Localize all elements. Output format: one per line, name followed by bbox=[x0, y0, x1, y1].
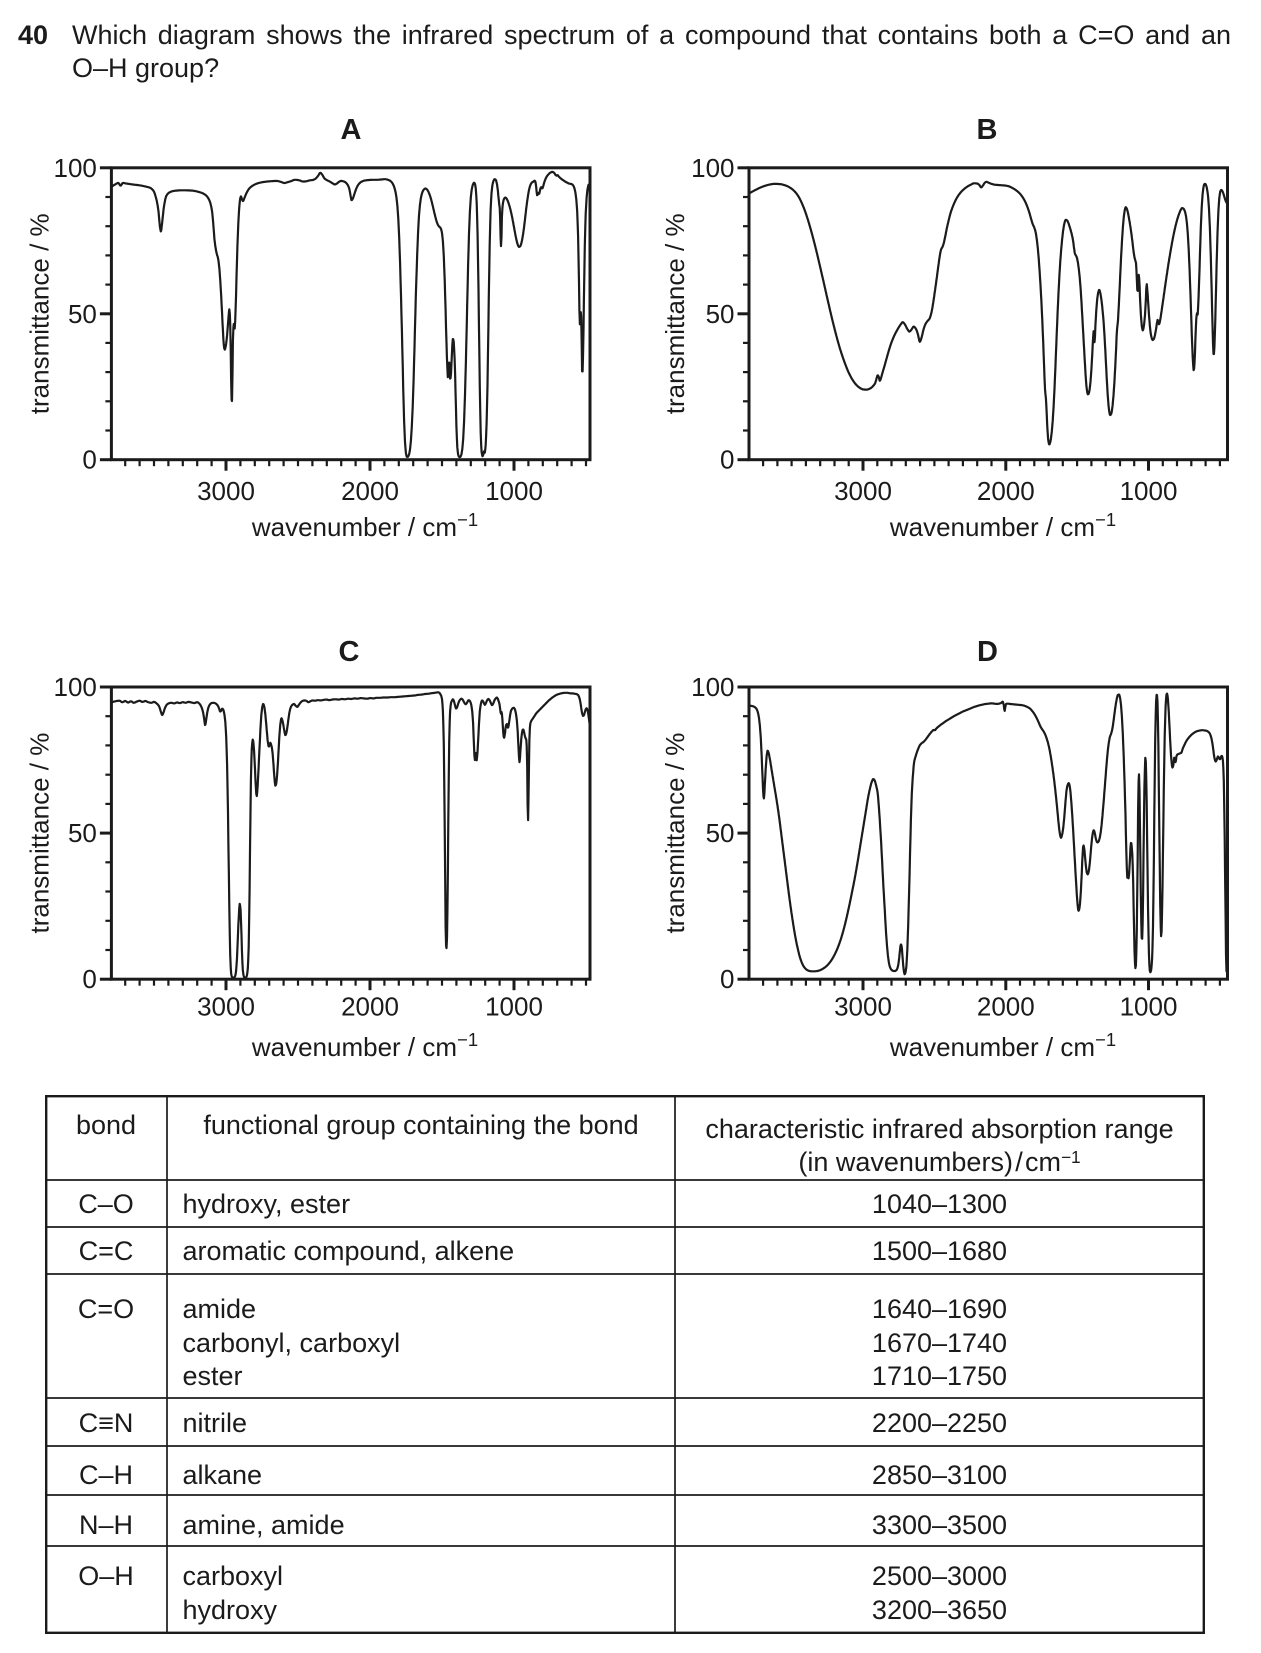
svg-text:0: 0 bbox=[720, 445, 734, 475]
svg-text:100: 100 bbox=[54, 153, 97, 183]
svg-text:A: A bbox=[341, 114, 362, 146]
svg-text:0: 0 bbox=[720, 964, 734, 994]
svg-text:wavenumber / cm−1: wavenumber / cm−1 bbox=[251, 1029, 478, 1062]
svg-text:100: 100 bbox=[691, 153, 734, 183]
svg-text:wavenumber / cm−1: wavenumber / cm−1 bbox=[251, 509, 478, 542]
svg-text:C: C bbox=[339, 636, 360, 668]
svg-text:1000: 1000 bbox=[485, 476, 543, 506]
svg-text:50: 50 bbox=[68, 299, 97, 329]
svg-text:2000: 2000 bbox=[341, 992, 399, 1022]
svg-text:transmittance / %: transmittance / % bbox=[660, 213, 690, 414]
svg-text:50: 50 bbox=[706, 299, 735, 329]
svg-text:1000: 1000 bbox=[1120, 992, 1178, 1022]
svg-text:3000: 3000 bbox=[197, 476, 255, 506]
svg-text:transmittance / %: transmittance / % bbox=[25, 213, 55, 414]
svg-text:3000: 3000 bbox=[834, 476, 892, 506]
svg-text:1000: 1000 bbox=[485, 992, 543, 1022]
svg-text:100: 100 bbox=[54, 672, 97, 702]
svg-text:wavenumber / cm−1: wavenumber / cm−1 bbox=[889, 1029, 1116, 1062]
svg-text:wavenumber / cm−1: wavenumber / cm−1 bbox=[889, 509, 1116, 542]
svg-text:B: B bbox=[977, 114, 998, 146]
svg-text:50: 50 bbox=[68, 818, 97, 848]
svg-text:100: 100 bbox=[691, 672, 734, 702]
svg-text:1000: 1000 bbox=[1120, 476, 1178, 506]
svg-text:transmittance / %: transmittance / % bbox=[660, 733, 690, 934]
svg-text:0: 0 bbox=[82, 964, 96, 994]
svg-text:2000: 2000 bbox=[977, 992, 1035, 1022]
svg-text:D: D bbox=[977, 636, 998, 668]
svg-text:3000: 3000 bbox=[834, 992, 892, 1022]
svg-text:2000: 2000 bbox=[977, 476, 1035, 506]
svg-text:50: 50 bbox=[706, 818, 735, 848]
svg-text:2000: 2000 bbox=[341, 476, 399, 506]
svg-text:transmittance / %: transmittance / % bbox=[25, 733, 55, 934]
svg-text:0: 0 bbox=[82, 445, 96, 475]
svg-text:3000: 3000 bbox=[197, 992, 255, 1022]
